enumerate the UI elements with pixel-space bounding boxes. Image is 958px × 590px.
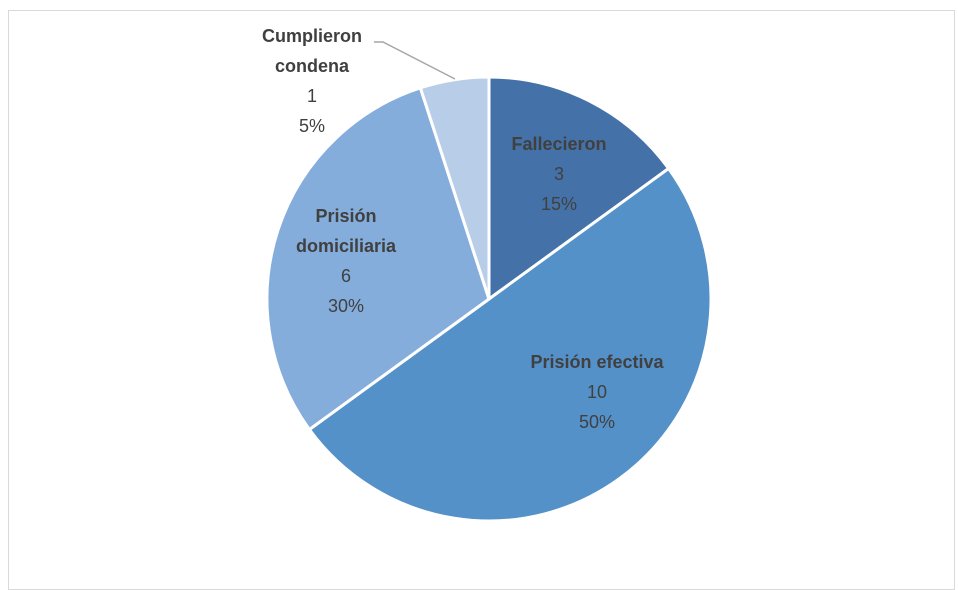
- pie-slices: [265, 75, 713, 523]
- data-label-value: 3: [554, 164, 564, 184]
- data-label-value: 6: [341, 266, 351, 286]
- data-labels: Fallecieron 3 15%Prisión efectiva 10 50%Pris…: [262, 26, 665, 432]
- data-label-percent: 50%: [579, 412, 615, 432]
- data-label-prision-efectiva: Prisión efectiva 10 50%: [530, 352, 664, 432]
- pie-slice-fallecieron: [487, 75, 671, 302]
- leader-line: [374, 41, 456, 80]
- data-label-percent: 15%: [541, 194, 577, 214]
- data-label-value: 1: [307, 86, 317, 106]
- data-label-percent: 5%: [299, 116, 325, 136]
- data-label-percent: 30%: [328, 296, 364, 316]
- pie-slice-cumplieron-condena: [418, 75, 491, 300]
- data-label-cumplieron-condena: Cumplieron condena 1 5%: [262, 26, 362, 136]
- data-label-fallecieron: Fallecieron 3 15%: [511, 134, 606, 214]
- pie-slice-prision-efectiva: [307, 166, 713, 523]
- data-label-prision-domiciliaria: Prisión domiciliaria 6 30%: [296, 206, 397, 316]
- data-label-value: 10: [587, 382, 607, 402]
- pie-slice-prision-domiciliaria: [265, 85, 491, 432]
